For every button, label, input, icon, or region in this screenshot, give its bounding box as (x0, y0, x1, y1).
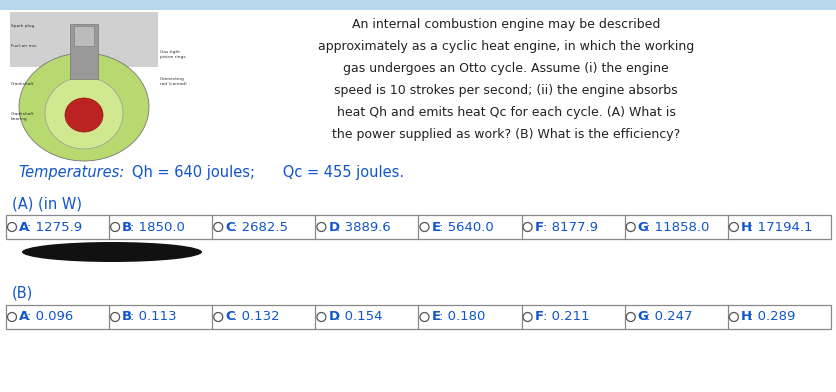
Text: : 5640.0: : 5640.0 (439, 221, 494, 234)
Text: : 0.247: : 0.247 (645, 310, 691, 323)
Text: Gas tight
piston rings: Gas tight piston rings (160, 50, 186, 58)
Text: : 3889.6: : 3889.6 (336, 221, 390, 234)
Text: : 0.132: : 0.132 (233, 310, 279, 323)
Ellipse shape (45, 77, 123, 149)
Circle shape (213, 223, 222, 232)
FancyBboxPatch shape (6, 215, 830, 239)
Text: : 0.113: : 0.113 (130, 310, 176, 323)
Circle shape (8, 223, 17, 232)
Circle shape (625, 312, 635, 321)
Bar (10, 12, 158, 160)
Text: B: B (122, 221, 132, 234)
Text: Qh = 640 joules;      Qc = 455 joules.: Qh = 640 joules; Qc = 455 joules. (118, 165, 404, 180)
Ellipse shape (65, 98, 103, 132)
Circle shape (728, 223, 737, 232)
Text: : 0.096: : 0.096 (27, 310, 74, 323)
Bar (70, 24, 98, 79)
Circle shape (110, 223, 120, 232)
Text: Crankshaft: Crankshaft (11, 82, 34, 86)
Text: : 1850.0: : 1850.0 (130, 221, 185, 234)
Text: C: C (225, 221, 235, 234)
Text: : 0.211: : 0.211 (542, 310, 589, 323)
Text: A: A (19, 310, 29, 323)
Text: the power supplied as work? (B) What is the efficiency?: the power supplied as work? (B) What is … (332, 128, 680, 141)
Text: F: F (534, 310, 543, 323)
Text: Fuel-air mix: Fuel-air mix (11, 44, 37, 48)
Circle shape (8, 312, 17, 321)
Text: (B): (B) (12, 285, 33, 300)
FancyBboxPatch shape (6, 305, 830, 329)
Text: B: B (122, 310, 132, 323)
Text: H: H (740, 221, 751, 234)
Text: : 0.154: : 0.154 (336, 310, 382, 323)
Bar (10, 12, 158, 67)
Circle shape (213, 312, 222, 321)
Text: : 0.180: : 0.180 (439, 310, 485, 323)
Circle shape (420, 312, 429, 321)
Text: : 11858.0: : 11858.0 (645, 221, 708, 234)
Circle shape (522, 223, 532, 232)
Text: E: E (431, 221, 440, 234)
Text: : 17194.1: : 17194.1 (748, 221, 812, 234)
Circle shape (110, 312, 120, 321)
Text: : 1275.9: : 1275.9 (27, 221, 82, 234)
Text: speed is 10 strokes per second; (ii) the engine absorbs: speed is 10 strokes per second; (ii) the… (334, 84, 677, 97)
Circle shape (420, 223, 429, 232)
Text: approximately as a cyclic heat engine, in which the working: approximately as a cyclic heat engine, i… (318, 40, 693, 53)
Text: A: A (19, 221, 29, 234)
Text: An internal combustion engine may be described: An internal combustion engine may be des… (351, 18, 660, 31)
Text: G: G (637, 221, 648, 234)
Text: heat Qh and emits heat Qc for each cycle. (A) What is: heat Qh and emits heat Qc for each cycle… (336, 106, 675, 119)
Text: C: C (225, 310, 235, 323)
Text: D: D (328, 310, 339, 323)
Text: gas undergoes an Otto cycle. Assume (i) the engine: gas undergoes an Otto cycle. Assume (i) … (343, 62, 668, 75)
Text: : 2682.5: : 2682.5 (233, 221, 288, 234)
Text: D: D (328, 221, 339, 234)
Text: : 8177.9: : 8177.9 (542, 221, 597, 234)
Circle shape (625, 223, 635, 232)
Ellipse shape (22, 242, 201, 262)
Ellipse shape (19, 53, 149, 161)
Text: F: F (534, 221, 543, 234)
Text: Spark plug: Spark plug (11, 24, 34, 28)
Circle shape (317, 223, 325, 232)
Text: G: G (637, 310, 648, 323)
Text: H: H (740, 310, 751, 323)
Text: Connecting
rod (conrod): Connecting rod (conrod) (160, 77, 186, 85)
Text: (A) (in W): (A) (in W) (12, 196, 82, 211)
Text: Temperatures:: Temperatures: (18, 165, 124, 180)
Text: E: E (431, 310, 440, 323)
Text: Crankshaft
bearing: Crankshaft bearing (11, 112, 34, 121)
Text: : 0.289: : 0.289 (748, 310, 794, 323)
Circle shape (317, 312, 325, 321)
Circle shape (728, 312, 737, 321)
FancyBboxPatch shape (0, 0, 836, 10)
Circle shape (522, 312, 532, 321)
Bar (74, 26, 94, 46)
